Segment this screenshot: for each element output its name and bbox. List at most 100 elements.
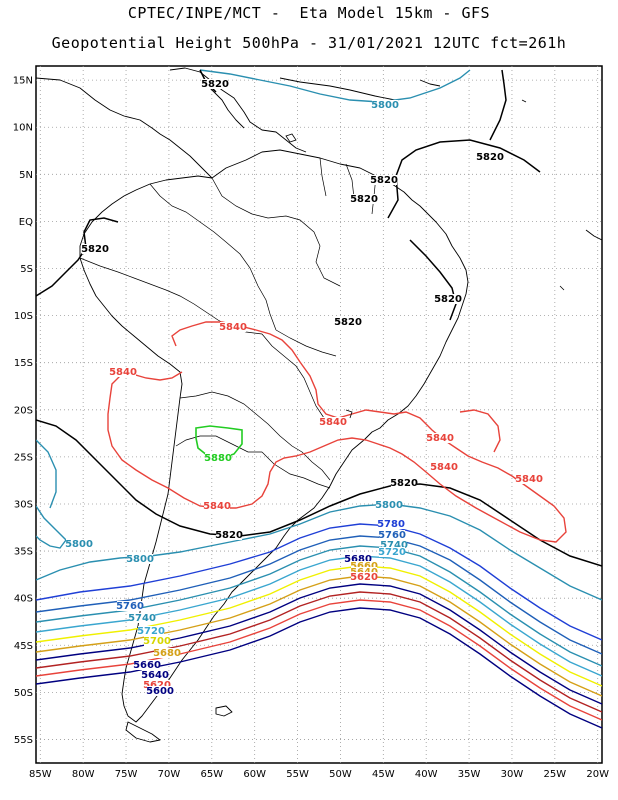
- contour-label: 5780: [377, 519, 405, 530]
- contour-label: 5820: [334, 317, 362, 328]
- contour-label: 5660: [133, 660, 161, 671]
- contour-label-bg: [376, 500, 402, 510]
- contour-label-bg: [351, 561, 377, 571]
- contour-label: 5880: [204, 453, 232, 464]
- lon-tick-label: 85W: [29, 769, 52, 780]
- chart-title-line2: Geopotential Height 500hPa - 31/01/2021 …: [51, 34, 567, 52]
- contour-label: 5740: [380, 540, 408, 551]
- contour-label-bg: [117, 601, 143, 611]
- contour-labels: 5820 5800 5820 5820 5820 5820 5820 5820 5840 5840…: [65, 79, 543, 697]
- lat-tick-label: 20S: [14, 405, 33, 416]
- contour-label-bg: [82, 244, 108, 254]
- latitude-tick-labels: 15N 10N 5N EQ 5S 10S 15S 20S 25S 30S 35S 40S 45S 50S 5…: [13, 76, 33, 746]
- contour-label: 5720: [378, 547, 406, 558]
- contour-label: 5840: [219, 322, 247, 333]
- contour-label: 5760: [116, 601, 144, 612]
- contour-label-bg: [391, 478, 417, 488]
- lon-tick-label: 20W: [586, 769, 609, 780]
- contour-label-bg: [220, 322, 246, 332]
- contour-label: 5800: [371, 100, 399, 111]
- contour-label: 5740: [128, 613, 156, 624]
- lat-tick-label: 50S: [14, 688, 33, 699]
- islands: [285, 99, 565, 419]
- lat-tick-label: 25S: [14, 452, 33, 463]
- contour-label-bg: [205, 453, 231, 463]
- map-frame: [35, 65, 603, 764]
- lat-tick-label: 15S: [14, 358, 33, 369]
- contour-label-bg: [147, 686, 173, 696]
- contour-label: 5840: [430, 462, 458, 473]
- lat-tick-label: 10S: [14, 311, 33, 322]
- lat-tick-label: 55S: [14, 735, 33, 746]
- contour-label: 5660: [350, 561, 378, 572]
- contour-5880: [195, 425, 243, 459]
- contour-label: 5840: [109, 367, 137, 378]
- lon-tick-label: 25W: [544, 769, 567, 780]
- contour-label: 5840: [426, 433, 454, 444]
- contour-label-bg: [477, 152, 503, 162]
- contour-label-bg: [381, 540, 407, 550]
- contour-label-bg: [204, 501, 230, 511]
- lat-tick-label: 15N: [13, 76, 33, 87]
- contour-label: 5820: [215, 530, 243, 541]
- lon-tick-label: 35W: [458, 769, 481, 780]
- contour-label-bg: [335, 317, 361, 327]
- lon-tick-label: 45W: [372, 769, 395, 780]
- chart-title-line1: CPTEC/INPE/MCT - Eta Model 15km - GFS: [127, 4, 491, 22]
- contour-label-bg: [127, 554, 153, 564]
- contour-label: 5720: [137, 626, 165, 637]
- lat-tick-label: 40S: [14, 594, 33, 605]
- contour-label-bg: [431, 462, 457, 472]
- contour-label: 5820: [370, 175, 398, 186]
- contour-label-bg: [320, 417, 346, 427]
- contour-label-bg: [372, 100, 398, 110]
- lon-tick-label: 60W: [243, 769, 266, 780]
- contour-label: 5800: [375, 500, 403, 511]
- contour-label: 5680: [344, 554, 372, 565]
- contour-label-bg: [144, 636, 170, 646]
- contour-label: 5820: [350, 194, 378, 205]
- contour-label-bg: [66, 539, 92, 549]
- lat-tick-label: 10N: [13, 123, 33, 134]
- contour-label: 5820: [476, 152, 504, 163]
- contour-label-bg: [371, 175, 397, 185]
- lon-tick-label: 50W: [329, 769, 352, 780]
- contour-5840: [107, 321, 567, 543]
- lon-tick-label: 80W: [72, 769, 95, 780]
- contour-label-bg: [435, 294, 461, 304]
- contour-label-bg: [516, 474, 542, 484]
- contour-label-bg: [154, 648, 180, 658]
- lon-tick-label: 40W: [415, 769, 438, 780]
- contour-label-bg: [216, 530, 242, 540]
- contour-label: 5800: [126, 554, 154, 565]
- contour-label-bg: [134, 660, 160, 670]
- lon-tick-label: 55W: [286, 769, 309, 780]
- contour-label-bg: [345, 554, 371, 564]
- contour-label-bg: [351, 572, 377, 582]
- contour-label-bg: [202, 79, 228, 89]
- contour-label: 5600: [146, 686, 174, 697]
- lon-tick-label: 65W: [200, 769, 223, 780]
- lat-tick-label: EQ: [19, 217, 33, 228]
- contour-label: 5840: [515, 474, 543, 485]
- contour-label: 5800: [65, 539, 93, 550]
- contour-label-bg: [379, 530, 405, 540]
- contour-label-bg: [379, 547, 405, 557]
- contour-label: 5620: [143, 680, 171, 691]
- contour-label: 5620: [350, 572, 378, 583]
- contour-label-bg: [427, 433, 453, 443]
- contour-label: 5820: [201, 79, 229, 90]
- contour-label: 5680: [153, 648, 181, 659]
- longitude-tick-labels: 85W 80W 75W 70W 65W 60W 55W 50W 45W 40W 35W 30W 25W 2…: [29, 769, 609, 780]
- contour-label-bg: [110, 367, 136, 377]
- lat-tick-label: 30S: [14, 499, 33, 510]
- contour-label-bg: [351, 194, 377, 204]
- contour-label-bg: [142, 670, 168, 680]
- contour-label: 5840: [203, 501, 231, 512]
- lat-tick-label: 35S: [14, 547, 33, 558]
- lat-tick-label: 45S: [14, 641, 33, 652]
- contour-label-bg: [144, 680, 170, 690]
- contour-label-bg: [138, 626, 164, 636]
- coastlines: [36, 67, 602, 743]
